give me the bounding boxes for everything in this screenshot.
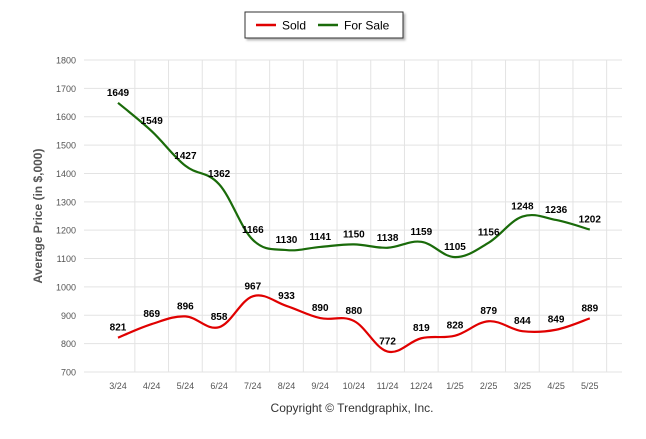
y-tick-label: 1300	[56, 197, 76, 207]
data-label-for-sale: 1427	[174, 151, 197, 162]
y-axis-ticks: 700 800 900 1000 1100 1200 1300 1400 1500 1600 170…	[56, 56, 76, 378]
data-label-for-sale: 1202	[579, 215, 602, 226]
x-tick-label: 8/24	[278, 381, 296, 391]
legend: Sold For Sale	[244, 11, 404, 39]
y-tick-label: 1000	[56, 282, 76, 292]
x-tick-label: 2/25	[480, 381, 498, 391]
data-label-sold: 890	[312, 303, 329, 314]
x-tick-label: 7/24	[244, 381, 262, 391]
x-tick-label: 11/24	[377, 381, 399, 391]
x-tick-label: 3/25	[514, 381, 532, 391]
y-tick-label: 1400	[56, 169, 76, 179]
data-label-sold: 869	[143, 309, 160, 320]
y-tick-label: 1800	[56, 56, 76, 66]
data-label-sold: 880	[346, 306, 363, 317]
y-tick-label: 800	[61, 339, 76, 349]
data-label-for-sale: 1156	[478, 228, 500, 239]
x-tick-label: 12/24	[410, 381, 433, 391]
y-tick-label: 700	[61, 368, 76, 378]
series-line-sold	[117, 294, 591, 354]
data-label-for-sale: 1549	[141, 116, 164, 127]
data-label-sold: 821	[110, 323, 127, 334]
data-labels: 821 869 896 858 967 933 890 880 772 819 828 879 844 8…	[107, 88, 601, 348]
data-label-sold: 967	[244, 281, 261, 292]
data-label-for-sale: 1362	[208, 169, 231, 180]
data-label-for-sale: 1166	[242, 225, 264, 236]
data-label-for-sale: 1138	[377, 233, 399, 244]
data-label-sold: 879	[480, 306, 497, 317]
x-tick-label: 1/25	[446, 381, 464, 391]
data-label-for-sale: 1130	[276, 235, 298, 246]
x-tick-label: 4/24	[143, 381, 161, 391]
legend-label-for-sale: For Sale	[344, 19, 390, 33]
x-tick-label: 9/24	[311, 381, 329, 391]
data-label-sold: 858	[211, 312, 228, 323]
x-tick-label: 10/24	[343, 381, 366, 391]
y-tick-label: 1600	[56, 112, 76, 122]
data-label-sold: 819	[413, 323, 430, 334]
series	[117, 101, 591, 354]
data-label-sold: 896	[177, 301, 194, 312]
grid	[84, 59, 622, 373]
data-label-sold: 828	[447, 321, 464, 332]
x-tick-label: 6/24	[210, 381, 228, 391]
data-label-for-sale: 1649	[107, 88, 130, 99]
data-label-sold: 889	[581, 303, 598, 314]
y-tick-label: 1700	[56, 84, 76, 94]
data-label-sold: 849	[548, 315, 565, 326]
x-tick-label: 5/24	[177, 381, 195, 391]
data-label-sold: 933	[278, 291, 295, 302]
y-tick-label: 1500	[56, 141, 76, 151]
y-tick-label: 1100	[57, 254, 76, 264]
x-axis-ticks: 3/24 4/24 5/24 6/24 7/24 8/24 9/24 10/24 11/24 12…	[109, 381, 598, 391]
copyright-text: Copyright © Trendgraphix, Inc.	[271, 401, 434, 415]
y-tick-label: 900	[61, 311, 76, 321]
data-label-sold: 772	[379, 337, 396, 348]
data-label-for-sale: 1150	[343, 229, 365, 240]
x-tick-label: 5/25	[581, 381, 599, 391]
y-tick-label: 1200	[56, 226, 76, 236]
data-label-for-sale: 1236	[545, 205, 568, 216]
series-line-for-sale	[117, 101, 591, 259]
data-label-sold: 844	[514, 316, 531, 327]
y-axis-title: Average Price (in $,000)	[31, 149, 45, 284]
x-tick-label: 3/24	[109, 381, 127, 391]
data-label-for-sale: 1105	[444, 242, 466, 253]
x-tick-label: 4/25	[547, 381, 565, 391]
data-label-for-sale: 1248	[511, 202, 534, 213]
data-label-for-sale: 1159	[410, 227, 432, 238]
data-label-for-sale: 1141	[309, 232, 331, 243]
legend-label-sold: Sold	[282, 19, 306, 33]
